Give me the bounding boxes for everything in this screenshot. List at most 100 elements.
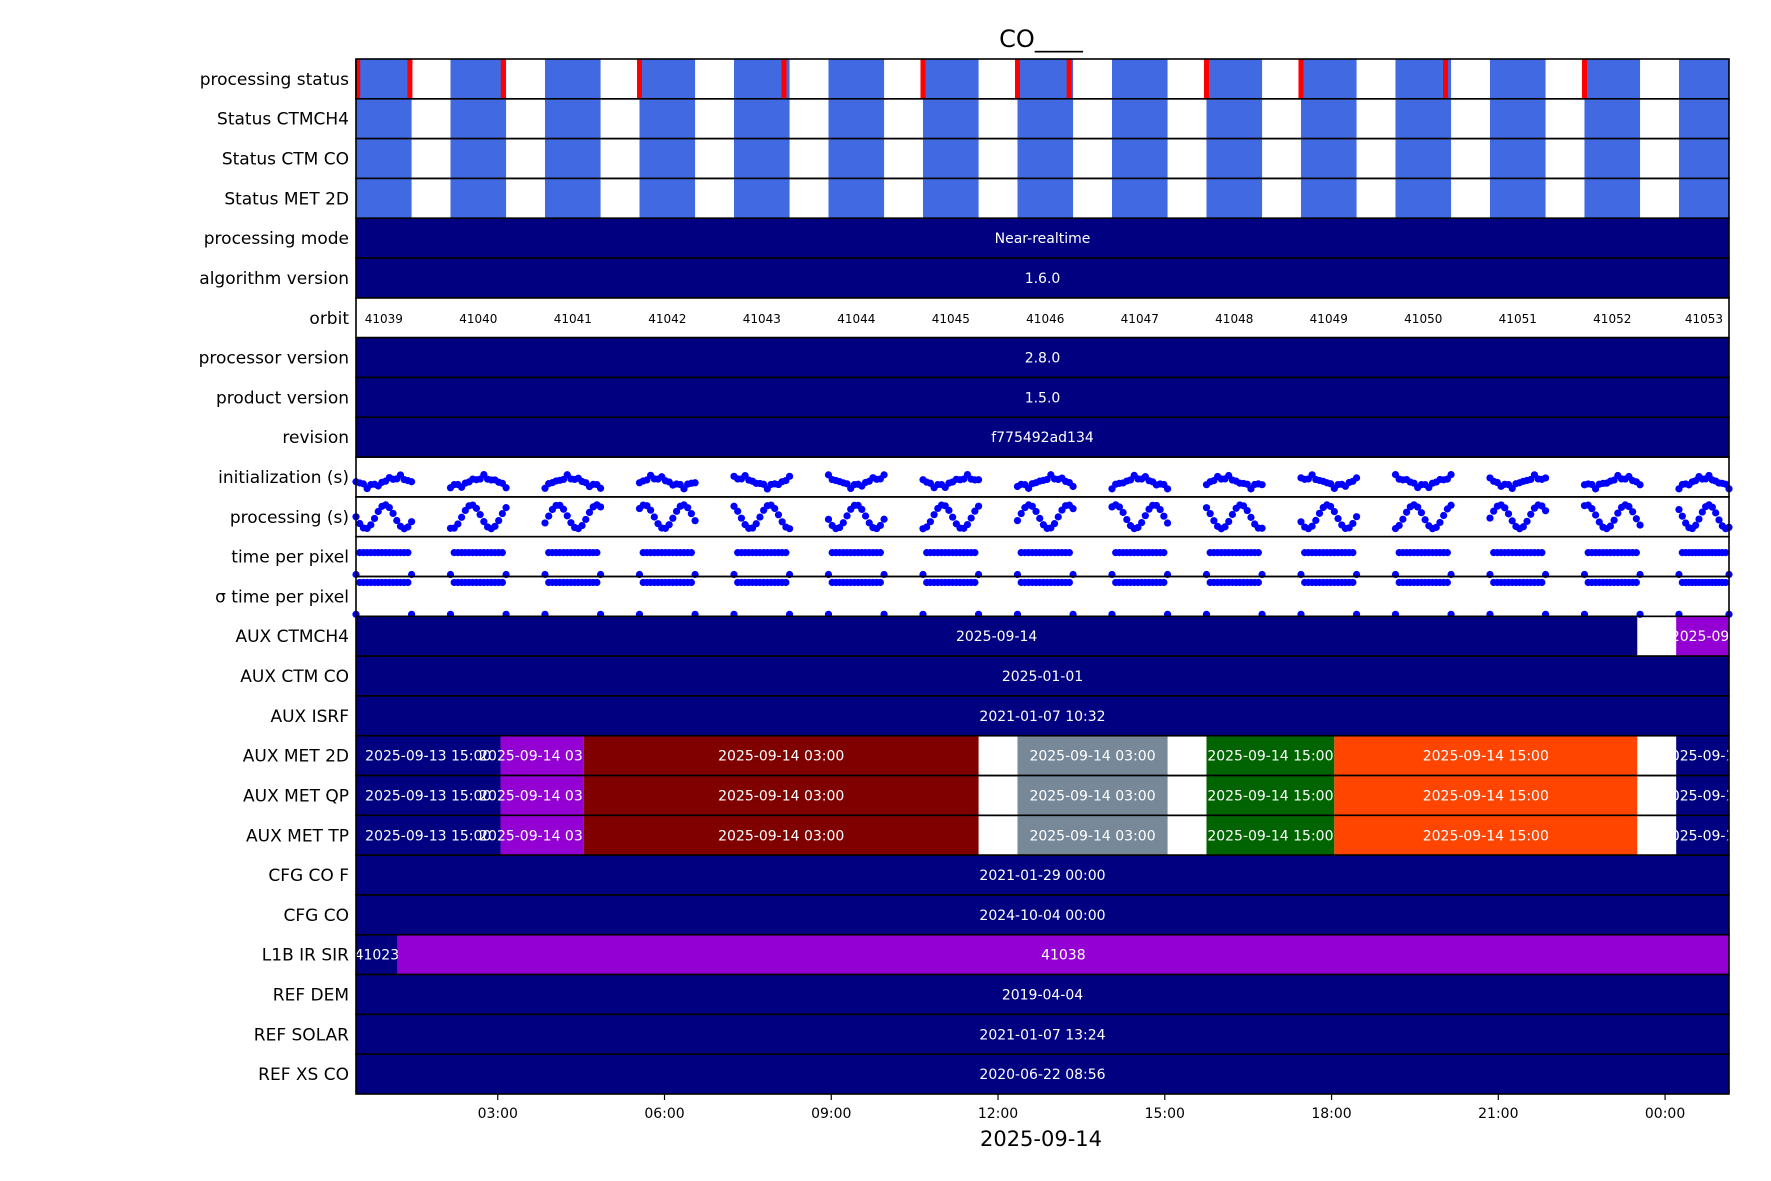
segment-bar bbox=[356, 934, 398, 975]
scatter-point bbox=[1695, 515, 1703, 523]
segment-bar bbox=[356, 735, 501, 776]
scatter-point bbox=[582, 515, 590, 524]
scatter-point bbox=[1123, 515, 1131, 524]
segment-label: 2025-09-14 03:00 bbox=[718, 788, 844, 804]
status-bar bbox=[639, 138, 696, 179]
scatter-point bbox=[1119, 508, 1127, 517]
scatter-point bbox=[1352, 474, 1361, 482]
scatter-point bbox=[1490, 507, 1498, 515]
scatter-point bbox=[1541, 507, 1550, 515]
scatter-point bbox=[1501, 504, 1509, 512]
segment-label: 2025-09-14 15:00 bbox=[1207, 749, 1333, 765]
error-mark bbox=[1298, 59, 1304, 99]
error-mark bbox=[781, 59, 787, 99]
scatter-point bbox=[1508, 517, 1516, 525]
error-mark bbox=[636, 59, 642, 99]
scatter-point bbox=[1414, 503, 1422, 511]
x-tick-label: 09:00 bbox=[811, 1106, 851, 1122]
scatter-point bbox=[1432, 523, 1440, 531]
row-label: REF SOLAR bbox=[254, 1025, 349, 1045]
row-label: AUX ISRF bbox=[270, 707, 349, 727]
scatter-point bbox=[472, 504, 481, 512]
orbit-label: 41039 bbox=[365, 312, 403, 326]
error-mark bbox=[1066, 59, 1072, 99]
row-label: product version bbox=[216, 388, 349, 408]
row-aux-ctmch4: AUX CTMCH4 2025-09-14 2025-09- bbox=[235, 615, 1734, 657]
status-bar bbox=[1017, 98, 1074, 139]
scatter-point bbox=[1013, 516, 1022, 525]
scatter-point bbox=[1228, 510, 1237, 519]
scatter-point bbox=[1206, 510, 1214, 518]
segment-label: 2025-09-14 03:00 bbox=[1029, 749, 1155, 765]
row-frame bbox=[355, 1053, 1730, 1095]
segment-label: 2025-09-14 15:00 bbox=[1423, 828, 1549, 844]
orbit-label: 41043 bbox=[743, 312, 781, 326]
scatter-point bbox=[843, 512, 851, 520]
status-bar bbox=[544, 98, 601, 139]
scatter-point bbox=[839, 519, 847, 527]
scatter-point bbox=[876, 578, 884, 587]
status-bar bbox=[828, 138, 885, 179]
segment-label: 2021-01-07 10:32 bbox=[979, 709, 1105, 725]
row-label: CFG CO F bbox=[268, 866, 349, 886]
scatter-point bbox=[502, 484, 510, 492]
row-status-met-2d: Status MET 2D bbox=[224, 177, 1730, 220]
scatter-point bbox=[1447, 470, 1455, 479]
scatter-point bbox=[1138, 518, 1146, 527]
scatter-point bbox=[647, 506, 655, 514]
scatter-point bbox=[669, 514, 677, 522]
segment-label: 41023 bbox=[355, 948, 400, 964]
scatter-point bbox=[1722, 549, 1730, 557]
scatter-point bbox=[1610, 516, 1618, 524]
status-bar bbox=[922, 98, 979, 139]
row-label: Status CTMCH4 bbox=[217, 110, 349, 130]
status-bar bbox=[1017, 178, 1074, 219]
error-mark bbox=[1443, 59, 1449, 99]
row-cfg-co-f: CFG CO F 2021-01-29 00:00 bbox=[268, 854, 1730, 896]
status-bar bbox=[922, 138, 979, 179]
row-processor-version: processor version 2.8.0 bbox=[199, 336, 1730, 379]
scatter-point bbox=[498, 578, 506, 587]
segment-label: 2025-09-14 bbox=[1662, 828, 1743, 844]
segment-bar bbox=[397, 934, 1729, 975]
scatter-point bbox=[495, 516, 503, 525]
scatter-point bbox=[1395, 521, 1403, 530]
scatter-point bbox=[880, 515, 888, 523]
orbit-label: 41048 bbox=[1215, 312, 1253, 326]
scatter-point bbox=[1315, 509, 1324, 517]
scatter-point bbox=[498, 549, 506, 557]
scatter-point bbox=[1443, 549, 1451, 557]
scatter-point bbox=[785, 525, 794, 533]
scatter-point bbox=[1504, 510, 1513, 518]
segment-bar bbox=[356, 894, 1729, 935]
segment-bar bbox=[1017, 775, 1168, 816]
scatter-point bbox=[730, 502, 738, 510]
status-bar bbox=[356, 138, 412, 179]
row-processing-mode: processing mode Near-realtime bbox=[204, 217, 1730, 259]
row-product-version: product version 1.5.0 bbox=[216, 376, 1730, 419]
scatter-point bbox=[971, 549, 979, 557]
scatter-point bbox=[1606, 522, 1615, 530]
scatter-point bbox=[393, 516, 401, 525]
row-label: L1B IR SIR bbox=[262, 946, 349, 966]
status-bar bbox=[1206, 178, 1263, 219]
segment-bar bbox=[500, 735, 584, 776]
scatter-point bbox=[1349, 549, 1357, 557]
scatter-point bbox=[563, 512, 571, 520]
scatter-point bbox=[585, 508, 594, 517]
scatter-point bbox=[1614, 509, 1622, 517]
row-label: processing mode bbox=[204, 229, 349, 249]
error-mark bbox=[1203, 59, 1209, 99]
scatter-point bbox=[593, 578, 601, 587]
status-bar bbox=[733, 138, 790, 179]
row-status-ctm-co: Status CTM CO bbox=[222, 137, 1730, 180]
scatter-point bbox=[930, 511, 938, 519]
segment-bar bbox=[1676, 815, 1729, 856]
scatter-point bbox=[1334, 514, 1342, 523]
scatter-point bbox=[824, 515, 833, 523]
scatter-point bbox=[1069, 505, 1077, 513]
segment-label: 2025-09-14 03:00 bbox=[718, 828, 844, 844]
scatter-point bbox=[596, 503, 605, 511]
